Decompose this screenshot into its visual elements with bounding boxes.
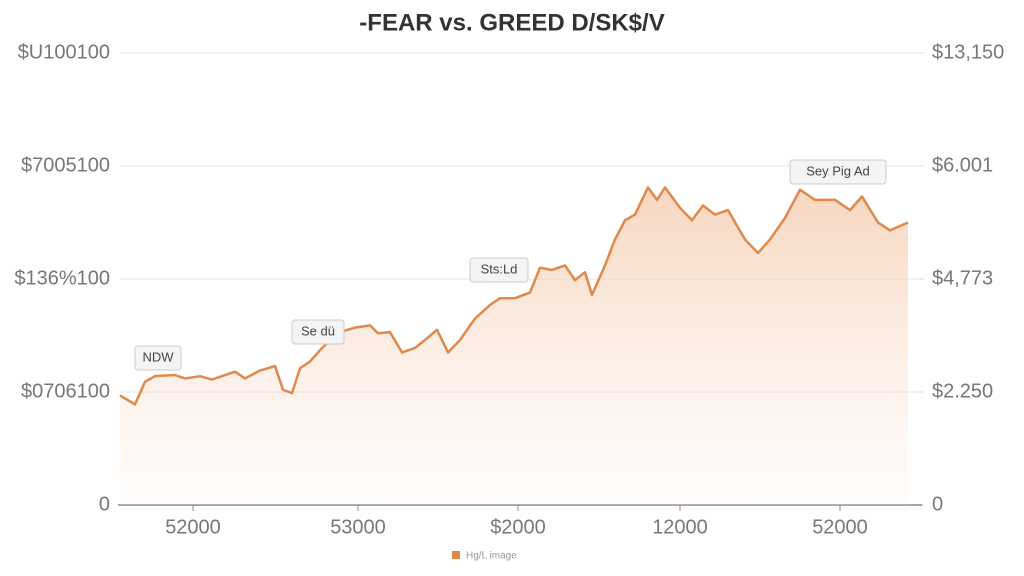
legend-swatch xyxy=(452,551,460,559)
annotation-box xyxy=(134,345,182,371)
y2-tick-label: 0 xyxy=(932,493,943,515)
legend-label: Hg/L image xyxy=(466,551,517,562)
y-tick-label: $0706100 xyxy=(21,380,110,402)
annotation-box xyxy=(291,319,345,345)
area xyxy=(120,187,908,505)
x-tick-label: 12000 xyxy=(652,516,708,538)
y2-tick-label: $2.250 xyxy=(932,380,993,402)
line xyxy=(119,186,909,406)
y-tick-label: $7005100 xyxy=(21,154,110,176)
annotation-box xyxy=(789,159,887,185)
x-tick-label: 52000 xyxy=(165,516,221,538)
chart-title: -FEAR vs. GREED D/SK$/V xyxy=(359,9,664,36)
x-tick-label: 53000 xyxy=(330,516,386,538)
y2-tick-label: $13,150 xyxy=(932,41,1004,63)
y2-tick-label: $6.001 xyxy=(932,154,993,176)
annotation: Sts:Ld xyxy=(481,261,518,276)
y-tick-label: 0 xyxy=(99,493,110,515)
y2-tick-label: $4,773 xyxy=(932,267,993,289)
annotation: Sey Pig Ad xyxy=(806,163,870,178)
annotation-box xyxy=(469,257,529,283)
y-tick-label: $U100100 xyxy=(18,41,110,63)
x-tick-label: $2000 xyxy=(490,516,546,538)
x-tick-label: 52000 xyxy=(812,516,868,538)
y-tick-label: $136%100 xyxy=(14,267,110,289)
annotation: Se dü xyxy=(301,323,335,338)
annotation: NDW xyxy=(142,349,174,364)
